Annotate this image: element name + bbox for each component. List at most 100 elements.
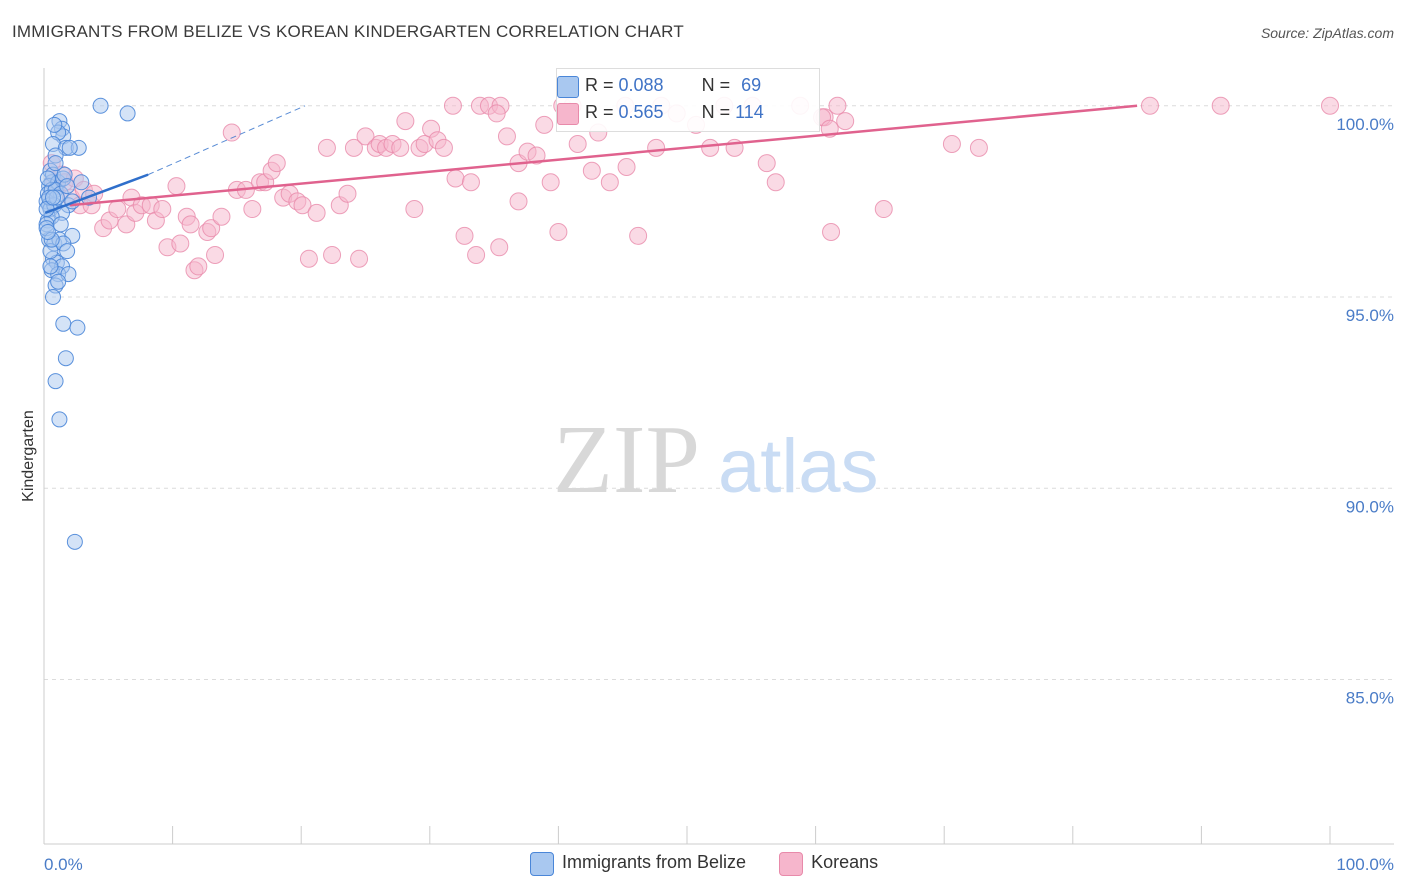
n-value: 69: [741, 75, 762, 95]
korean-point: [299, 249, 318, 268]
belize-point: [39, 224, 56, 240]
n-label: N =: [701, 75, 736, 95]
belize-point: [69, 319, 86, 336]
korean-point: [497, 127, 516, 146]
korean-point: [396, 112, 415, 131]
belize-points: [38, 97, 136, 550]
n-value: 114: [735, 102, 764, 122]
belize-point: [47, 373, 64, 390]
chart-title: IMMIGRANTS FROM BELIZE VS KOREAN KINDERG…: [12, 22, 684, 41]
korean-point: [202, 219, 221, 238]
korean-point: [222, 123, 241, 142]
korean-trend-line: [69, 104, 1138, 207]
legend-label-belize: Immigrants from Belize: [562, 852, 747, 872]
belize-point: [46, 116, 63, 133]
korean-point: [757, 154, 776, 173]
belize-point: [39, 170, 56, 187]
y-tick-label: 95.0%: [1346, 306, 1394, 325]
legend-label-koreans: Koreans: [811, 852, 879, 872]
korean-legend-swatch: [779, 852, 804, 876]
watermark: ZIP atlas: [553, 406, 879, 514]
korean-point: [969, 138, 988, 157]
korean-point: [344, 138, 363, 157]
belize-point: [57, 350, 74, 367]
korean-point: [600, 173, 619, 192]
korean-point: [1140, 96, 1159, 115]
x-axis-ticks: [43, 826, 1331, 844]
korean-point: [490, 238, 509, 257]
korean-point: [582, 161, 601, 180]
y-tick-label: 100.0%: [1336, 115, 1394, 134]
korean-point: [549, 223, 568, 241]
korean-point: [541, 173, 560, 192]
belize-point: [45, 189, 62, 206]
korean-point: [828, 96, 847, 115]
korean-point: [647, 138, 666, 157]
korean-point: [206, 245, 225, 264]
y-axis-label: Kindergarten: [20, 410, 37, 502]
korean-point: [455, 226, 474, 245]
y-axis-tick-labels: 85.0% 90.0% 95.0% 100.0%: [1336, 115, 1394, 708]
korean-point: [509, 192, 528, 211]
belize-point: [52, 216, 69, 233]
belize-point: [92, 97, 109, 114]
korean-point: [836, 112, 855, 131]
korean-point: [317, 138, 336, 157]
korean-point: [443, 96, 462, 115]
legend-item-koreans: Koreans: [779, 852, 879, 876]
korean-point: [461, 173, 480, 192]
belize-point: [61, 139, 78, 156]
source-label: Source: ZipAtlas.com: [1260, 25, 1394, 41]
korean-point: [822, 223, 841, 241]
y-tick-label: 90.0%: [1346, 497, 1394, 516]
korean-point: [874, 200, 893, 219]
r-value: 0.088: [618, 75, 664, 95]
watermark-zip: ZIP: [553, 406, 700, 514]
korean-point: [535, 115, 554, 134]
y-tick-label: 85.0%: [1346, 689, 1394, 708]
korean-swatch: [557, 103, 579, 125]
korean-point: [1211, 96, 1230, 115]
korean-point: [108, 200, 127, 219]
korean-point: [323, 245, 342, 264]
korean-point: [350, 249, 369, 268]
korean-point: [356, 127, 375, 146]
belize-legend-swatch: [530, 852, 554, 876]
korean-point: [617, 157, 636, 176]
korean-point: [487, 104, 506, 123]
belize-swatch: [557, 76, 579, 98]
stats-legend: R = 0.088 N = 69 R = 0.565 N = 114: [556, 68, 820, 132]
belize-trend-line: [44, 173, 149, 215]
x-tick-label-max: 100.0%: [1336, 855, 1394, 874]
korean-point: [153, 200, 172, 219]
belize-point: [66, 533, 83, 550]
korean-point: [338, 184, 357, 203]
korean-point: [568, 135, 587, 154]
korean-point: [293, 196, 312, 215]
korean-point: [527, 146, 546, 165]
korean-point: [243, 200, 262, 219]
belize-point: [59, 243, 76, 260]
n-label: N =: [701, 102, 736, 122]
watermark-atlas: atlas: [718, 424, 879, 509]
legend-item-belize: Immigrants from Belize: [530, 852, 747, 876]
series-legend: Immigrants from Belize Koreans: [530, 852, 906, 878]
x-tick-label-min: 0.0%: [44, 855, 83, 874]
belize-trend-extension: [147, 105, 306, 176]
r-value: 0.565: [618, 102, 664, 122]
korean-point: [629, 226, 648, 245]
korean-point: [942, 135, 961, 154]
korean-point: [307, 203, 326, 222]
r-label: R =: [585, 102, 619, 122]
belize-point: [59, 178, 76, 195]
stats-row-belize: R = 0.088 N = 69: [557, 75, 762, 99]
korean-point: [167, 177, 186, 196]
korean-point: [391, 138, 410, 157]
trend-lines: [44, 104, 1138, 215]
korean-point: [446, 169, 465, 188]
stats-row-korean: R = 0.565 N = 114: [557, 102, 764, 126]
korean-point: [171, 234, 190, 253]
korean-point: [405, 200, 424, 219]
korean-point: [189, 257, 208, 276]
